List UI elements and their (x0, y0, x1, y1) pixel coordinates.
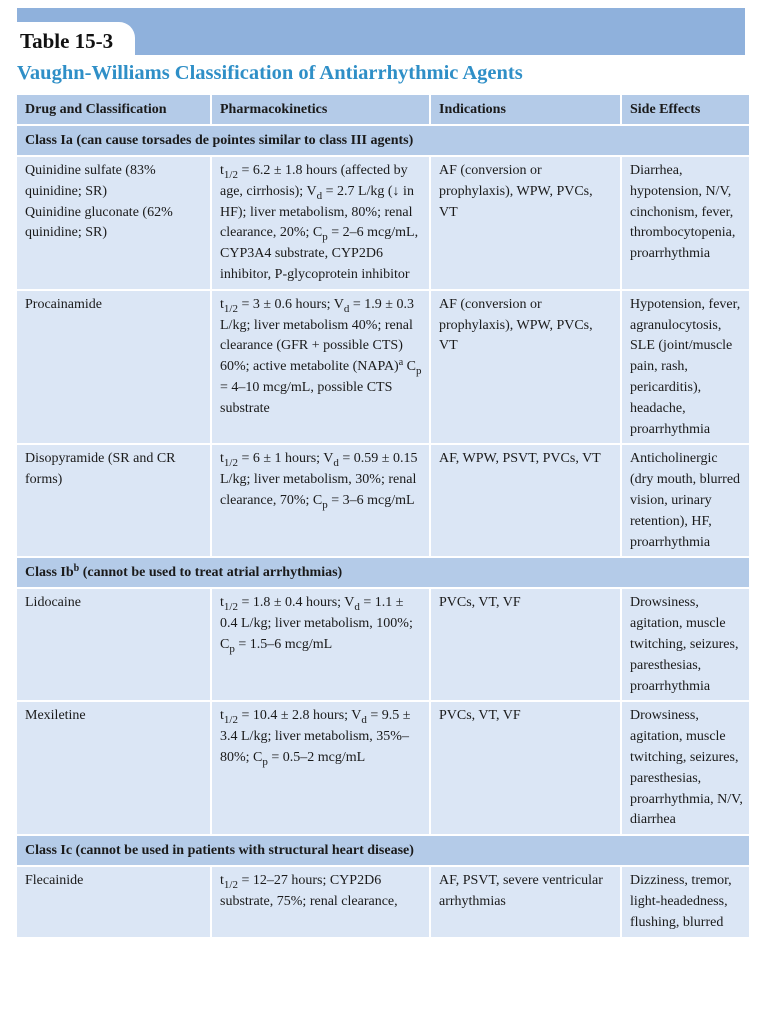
table-title: Vaughn-Williams Classification of Antiar… (17, 62, 523, 84)
drug-cell: Lidocaine (17, 589, 210, 701)
indications-cell: AF, PSVT, severe ventricular arrhythmias (431, 867, 620, 937)
side-effects-cell: Anticholinergic (dry mouth, blurred visi… (622, 445, 749, 557)
table-label-tab (0, 22, 135, 56)
table-row: Quinidine sulfate (83% quinidine; SR) Qui… (17, 157, 749, 289)
drug-name: Flecainide (25, 873, 84, 889)
pharmacokinetics-cell: t1/2 = 6 ± 1 hours; Vd = 0.59 ± 0.15 L/k… (212, 445, 429, 557)
table-row: Lidocaine t1/2 = 1.8 ± 0.4 hours; Vd = 1.… (17, 589, 749, 701)
pharmacokinetics-cell: t1/2 = 10.4 ± 2.8 hours; Vd = 9.5 ± 3.4 … (212, 702, 429, 835)
table-number: Table 15-3 (20, 29, 114, 53)
side-effects-cell: Hypotension, fever, agranulocytosis, SLE… (622, 290, 749, 444)
pharmacokinetics-cell: t1/2 = 3 ± 0.6 hours; Vd = 1.9 ± 0.3 L/k… (212, 290, 429, 444)
header-row: Drug and Classification Pharmacokinetics… (17, 95, 749, 124)
table-row: Flecainide t1/2 = 12–27 hours; CYP2D6 sub… (17, 867, 749, 937)
side-effects-cell: Diarrhea, hypotension, N/V, cinchonism, … (622, 157, 749, 289)
section-row: Class Ibb (cannot be used to treat atria… (17, 558, 749, 588)
classification-table: Drug and Classification Pharmacokinetics… (15, 93, 751, 939)
indications-cell: PVCs, VT, VF (431, 589, 620, 701)
drug-cell: Procainamide (17, 290, 210, 444)
side-effects-cell: Drowsiness, agitation, muscle twitching,… (622, 589, 749, 701)
section-row: Class Ia (can cause torsades de pointes … (17, 126, 749, 155)
side-effects-cell: Drowsiness, agitation, muscle twitching,… (622, 702, 749, 835)
column-header-side-effects: Side Effects (622, 95, 749, 124)
column-header-indications: Indications (431, 95, 620, 124)
drug-cell: Disopyramide (SR and CR forms) (17, 445, 210, 557)
column-header-drug: Drug and Classification (17, 95, 210, 124)
drug-name: Mexiletine (25, 708, 86, 724)
drug-name: Quinidine gluconate (62% quinidine; SR) (25, 204, 173, 241)
drug-cell: Flecainide (17, 867, 210, 937)
table-row: Procainamide t1/2 = 3 ± 0.6 hours; Vd = 1… (17, 290, 749, 444)
section-label: Class Ic (cannot be used in patients wit… (17, 836, 749, 866)
section-row: Class Ic (cannot be used in patients wit… (17, 836, 749, 866)
table-row: Mexiletine t1/2 = 10.4 ± 2.8 hours; Vd = … (17, 702, 749, 835)
side-effects-cell: Dizziness, tremor, light-headedness, flu… (622, 867, 749, 937)
drug-name: Procainamide (25, 296, 102, 312)
pharmacokinetics-cell: t1/2 = 6.2 ± 1.8 hours (affected by age,… (212, 157, 429, 289)
drug-cell: Quinidine sulfate (83% quinidine; SR) Qui… (17, 157, 210, 289)
indications-cell: PVCs, VT, VF (431, 702, 620, 835)
drug-cell: Mexiletine (17, 702, 210, 835)
drug-name: Quinidine sulfate (83% quinidine; SR) (25, 163, 156, 199)
pharmacokinetics-cell: t1/2 = 12–27 hours; CYP2D6 substrate, 75… (212, 867, 429, 937)
table-banner (17, 8, 745, 55)
indications-cell: AF, WPW, PSVT, PVCs, VT (431, 445, 620, 557)
column-header-pharmacokinetics: Pharmacokinetics (212, 95, 429, 124)
drug-name: Disopyramide (SR and CR forms) (25, 451, 176, 488)
section-label: Class Ibb (cannot be used to treat atria… (17, 558, 749, 588)
indications-cell: AF (conversion or prophylaxis), WPW, PVC… (431, 290, 620, 444)
section-label: Class Ia (can cause torsades de pointes … (17, 126, 749, 155)
table-row: Disopyramide (SR and CR forms) t1/2 = 6 ±… (17, 445, 749, 557)
pharmacokinetics-cell: t1/2 = 1.8 ± 0.4 hours; Vd = 1.1 ± 0.4 L… (212, 589, 429, 701)
indications-cell: AF (conversion or prophylaxis), WPW, PVC… (431, 157, 620, 289)
drug-name: Lidocaine (25, 595, 81, 611)
